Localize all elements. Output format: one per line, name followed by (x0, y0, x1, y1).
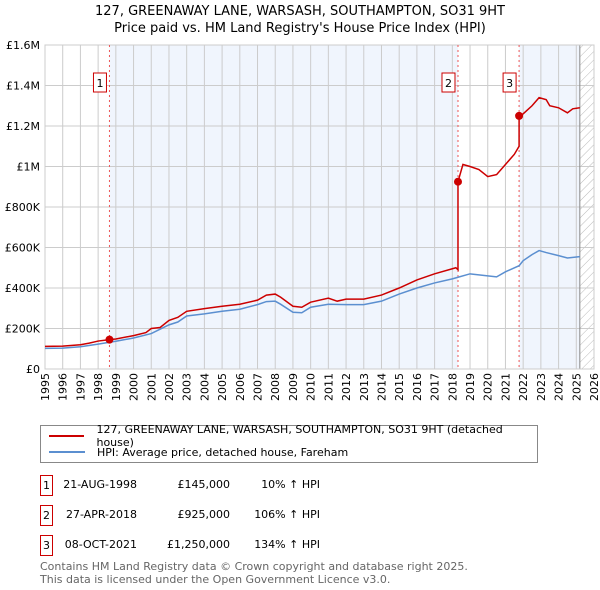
x-tick-label: 2015 (393, 373, 406, 401)
y-tick-label: £1M (17, 161, 41, 174)
y-tick-label: £0 (26, 363, 40, 376)
footer: Contains HM Land Registry data © Crown c… (40, 560, 468, 586)
x-tick-label: 2007 (252, 373, 265, 401)
x-tick-label: 2006 (234, 373, 247, 401)
y-tick-label: £600K (5, 242, 41, 255)
x-tick-label: 2002 (163, 373, 176, 401)
sale-point (515, 111, 524, 120)
sale-price: £145,000 (177, 478, 231, 491)
y-tick-label: £400K (5, 282, 41, 295)
plot-border (44, 44, 595, 370)
x-tick-label: 2023 (535, 373, 548, 401)
x-tick-label: 1995 (39, 373, 52, 401)
x-tick-label: 2021 (499, 373, 512, 401)
sale-number: 2 (40, 505, 53, 526)
y-tick-label: £800K (5, 201, 41, 214)
x-tick-label: 2024 (553, 373, 566, 401)
x-tick-label: 2019 (464, 373, 477, 401)
sale-label-box (441, 72, 456, 93)
x-tick-label: 2004 (198, 373, 211, 401)
sale-row: 2 27-APR-2018 £925,000 106% ↑ HPI (40, 505, 440, 526)
sale-point (105, 335, 114, 344)
footer-line-2: This data is licensed under the Open Gov… (40, 573, 391, 586)
x-tick-label: 2001 (145, 373, 158, 401)
price-chart: 1995 1996 1997 1998 1999 2000 2001 2002 2003 2004… (5, 39, 600, 401)
sale-date: 21-AUG-1998 (63, 478, 137, 491)
x-tick-label: 2017 (429, 373, 442, 401)
sale-hpi-change: 106% ↑ HPI (254, 508, 320, 521)
sale-number: 1 (40, 475, 53, 496)
x-tick-label: 2012 (340, 373, 353, 401)
sale-label: 3 (506, 77, 513, 90)
x-tick-label: 2020 (482, 373, 495, 401)
x-tick-label: 2013 (358, 373, 371, 401)
sale-point (453, 177, 462, 186)
sale-date: 27-APR-2018 (65, 508, 137, 521)
sale-hpi-change: 134% ↑ HPI (254, 538, 320, 551)
y-tick-label: £200K (5, 323, 41, 336)
y-tick-label: £1.2M (6, 120, 40, 133)
sale-label-box (502, 72, 517, 93)
x-tick-label: 1999 (110, 373, 123, 401)
sale-number: 3 (40, 535, 53, 556)
x-tick-label: 1997 (74, 373, 87, 401)
x-tick-label: 2000 (128, 373, 141, 401)
x-tick-label: 2025 (570, 373, 583, 401)
x-tick-label: 2011 (322, 373, 335, 401)
legend-hpi: HPI: Average price, detached house, Fare… (97, 445, 349, 459)
x-tick-label: 2005 (216, 373, 229, 401)
legend: 127, GREENAWAY LANE, WARSASH, SOUTHAMPTO… (40, 423, 538, 463)
y-tick-label: £1.6M (6, 39, 40, 52)
sale-hpi-change: 10% ↑ HPI (261, 478, 320, 491)
x-tick-label: 2010 (305, 373, 318, 401)
sale-label: 2 (445, 77, 452, 90)
chart-title: 127, GREENAWAY LANE, WARSASH, SOUTHAMPTO… (95, 4, 505, 19)
footer-line-1: Contains HM Land Registry data © Crown c… (40, 560, 468, 573)
sale-label: 1 (96, 77, 103, 90)
chart-subtitle: Price paid vs. HM Land Registry's House … (114, 21, 486, 36)
x-tick-label: 2026 (588, 373, 600, 401)
hpi-line (44, 249, 580, 350)
x-tick-label: 2014 (375, 373, 388, 401)
x-tick-label: 2003 (181, 373, 194, 401)
sale-row: 3 08-OCT-2021 £1,250,000 134% ↑ HPI (40, 535, 440, 556)
x-tick-label: 2009 (287, 373, 300, 401)
x-tick-label: 2022 (517, 373, 530, 401)
x-tick-label: 1996 (57, 373, 70, 401)
legend-property: 127, GREENAWAY LANE, WARSASH, SOUTHAMPTO… (96, 423, 503, 449)
x-tick-label: 2018 (446, 373, 459, 401)
sale-price: £925,000 (177, 508, 231, 521)
x-tick-label: 1998 (92, 373, 105, 401)
legend-red-line (49, 435, 85, 437)
sale-row: 1 21-AUG-1998 £145,000 10% ↑ HPI (40, 475, 440, 496)
legend-blue-line (49, 451, 85, 453)
x-tick-label: 2016 (411, 373, 424, 401)
sale-label-box (92, 72, 107, 93)
sale-price: £1,250,000 (167, 538, 230, 551)
y-tick-label: £1.4M (6, 80, 40, 93)
sale-date: 08-OCT-2021 (64, 538, 137, 551)
x-tick-label: 2008 (269, 373, 282, 401)
